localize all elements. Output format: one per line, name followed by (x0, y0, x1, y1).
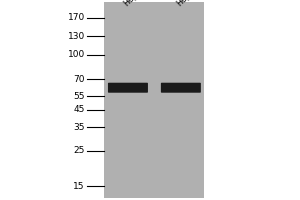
Text: 130: 130 (68, 32, 85, 41)
Text: HepG2-UV: HepG2-UV (122, 0, 158, 8)
Text: HepG2-UV: HepG2-UV (175, 0, 210, 8)
Text: 170: 170 (68, 13, 85, 22)
Text: 100: 100 (68, 50, 85, 59)
FancyBboxPatch shape (161, 83, 201, 93)
Text: 45: 45 (74, 105, 85, 114)
Text: 25: 25 (74, 146, 85, 155)
FancyBboxPatch shape (108, 83, 148, 93)
Text: 35: 35 (73, 123, 85, 132)
Text: 15: 15 (73, 182, 85, 191)
FancyBboxPatch shape (104, 2, 204, 198)
Text: 55: 55 (73, 92, 85, 101)
Text: 70: 70 (73, 75, 85, 84)
